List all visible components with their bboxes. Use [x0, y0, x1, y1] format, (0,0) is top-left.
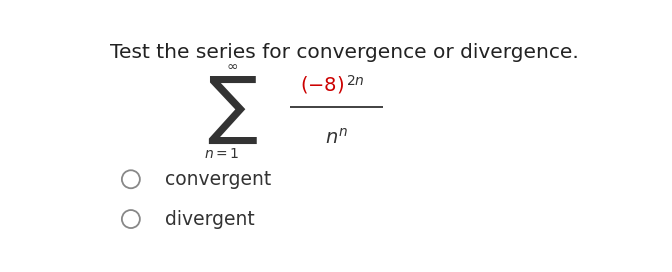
Text: $(-8)$: $(-8)$	[300, 75, 345, 95]
Text: $\infty$: $\infty$	[226, 59, 239, 73]
Text: $\sum$: $\sum$	[207, 75, 258, 146]
Text: convergent: convergent	[165, 170, 271, 189]
Text: Test the series for convergence or divergence.: Test the series for convergence or diver…	[110, 43, 579, 62]
Text: $2n$: $2n$	[346, 74, 365, 88]
Text: divergent: divergent	[165, 209, 255, 228]
Text: $n = 1$: $n = 1$	[204, 147, 240, 161]
Text: $n^n$: $n^n$	[325, 128, 347, 148]
